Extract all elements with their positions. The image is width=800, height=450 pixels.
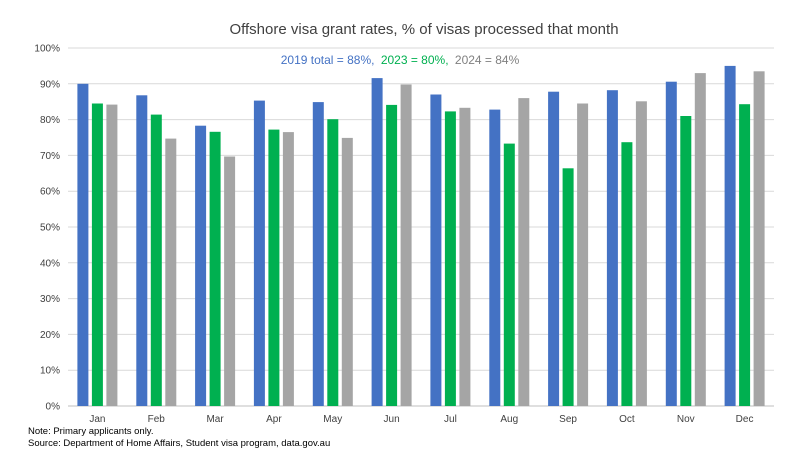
bar-dec-series-2 [739,104,751,406]
y-tick-label: 0% [46,402,61,413]
y-tick-label: 10% [40,366,60,377]
bar-oct-series-3 [635,101,647,407]
total-2024: 2024 = 84% [455,53,520,67]
y-tick-label: 20% [40,330,60,341]
x-tick-label: Apr [266,414,282,425]
bar-jul-series-1 [430,94,442,406]
chart-title: Offshore visa grant rates, % of visas pr… [229,21,618,38]
y-tick-label: 100% [34,44,60,55]
bar-aug-series-3 [518,98,530,406]
bar-feb-series-2 [150,114,162,406]
bar-apr-series-3 [282,132,294,406]
bar-jan-series-3 [106,104,118,406]
source-note: Source: Department of Home Affairs, Stud… [28,438,331,449]
bar-dec-series-1 [724,65,736,407]
bars [77,65,765,407]
bar-jun-series-3 [400,84,412,406]
x-tick-label: Jan [89,414,105,425]
x-tick-label: May [323,414,342,425]
bar-mar-series-3 [224,156,236,406]
y-tick-label: 80% [40,115,60,126]
y-tick-label: 90% [40,79,60,90]
bar-nov-series-2 [680,116,692,406]
x-tick-label: Jun [384,414,400,425]
bar-jul-series-3 [459,107,471,407]
x-tick-label: Oct [619,414,635,425]
bar-may-series-2 [327,119,339,406]
bar-apr-series-1 [253,100,265,406]
bar-mar-series-2 [209,131,221,407]
bar-sep-series-1 [548,91,560,406]
bar-dec-series-3 [753,71,765,407]
bar-sep-series-2 [562,168,574,406]
bar-aug-series-2 [503,143,515,406]
bar-aug-series-1 [489,109,501,406]
bar-jun-series-2 [386,104,398,407]
x-axis-ticks: Jan Feb Mar Apr May Jun Jul Aug Sep Oct Nov Dec [89,414,753,425]
total-2023: 2023 = 80%, [381,53,449,67]
bar-nov-series-1 [665,81,677,406]
bar-nov-series-3 [694,73,706,406]
gridlines [68,47,774,407]
bar-feb-series-3 [165,138,177,406]
x-tick-label: Jul [444,414,457,425]
y-axis-ticks: 0% 10% 20% 30% 40% 50% 60% 70% 80% 90% 100% [34,44,60,413]
y-tick-label: 30% [40,294,60,305]
x-tick-label: Mar [206,414,224,425]
footnote: Note: Primary applicants only. [28,426,154,437]
x-tick-label: Feb [148,414,166,425]
total-2019: 2019 total = 88%, [281,53,375,67]
bar-apr-series-2 [268,129,280,406]
bar-jan-series-1 [77,83,89,407]
x-tick-label: Sep [559,414,577,425]
bar-oct-series-2 [621,142,633,406]
totals-annotation: 2019 total = 88%, 2023 = 80%, 2024 = 84% [281,53,520,67]
bar-may-series-1 [312,102,324,406]
bar-jan-series-2 [91,103,103,406]
y-tick-label: 50% [40,223,60,234]
bar-may-series-3 [341,137,353,406]
x-tick-label: Aug [500,414,518,425]
y-tick-label: 60% [40,187,60,198]
bar-jun-series-1 [371,78,383,406]
bar-jul-series-2 [444,111,456,407]
bar-oct-series-1 [606,90,618,406]
x-tick-label: Dec [736,414,754,425]
bar-feb-series-1 [136,95,148,407]
y-tick-label: 70% [40,151,60,162]
bar-mar-series-1 [195,125,207,406]
y-tick-label: 40% [40,258,60,269]
bar-sep-series-3 [577,103,589,406]
x-tick-label: Nov [677,414,695,425]
